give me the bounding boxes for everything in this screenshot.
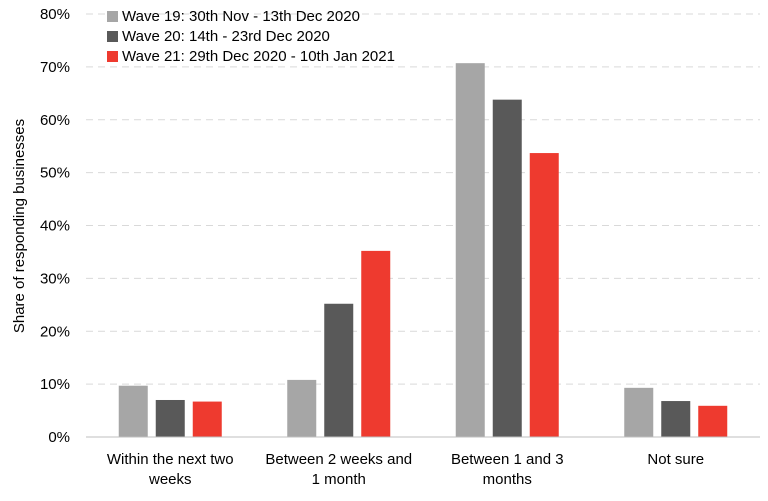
legend: Wave 19: 30th Nov - 13th Dec 2020 Wave 20… — [107, 8, 395, 65]
y-axis-title: Share of responding businesses — [11, 119, 28, 333]
y-tick-label: 40% — [40, 218, 70, 235]
bar — [455, 63, 485, 438]
legend-swatch — [107, 51, 118, 62]
x-tick-label: Within the next two — [107, 451, 234, 468]
y-tick-label: 0% — [48, 429, 70, 446]
bars — [118, 63, 728, 438]
legend-swatch — [107, 11, 118, 22]
bar — [698, 405, 728, 437]
bar — [324, 303, 354, 437]
legend-label: Wave 21: 29th Dec 2020 - 10th Jan 2021 — [122, 48, 395, 65]
x-tick-label: Not sure — [647, 451, 704, 468]
y-tick-label: 30% — [40, 270, 70, 287]
legend-label: Wave 19: 30th Nov - 13th Dec 2020 — [122, 8, 360, 25]
y-tick-label: 10% — [40, 376, 70, 393]
bar — [192, 401, 222, 437]
bar — [155, 399, 185, 437]
legend-swatch — [107, 31, 118, 42]
y-tick-label: 20% — [40, 323, 70, 340]
x-tick-label: Between 1 and 3 — [451, 451, 564, 468]
x-tick-label: Between 2 weeks and — [265, 451, 412, 468]
bar — [529, 153, 559, 437]
gridlines — [86, 13, 760, 385]
bar — [661, 401, 691, 437]
bar — [287, 379, 317, 437]
bar — [624, 387, 654, 437]
x-tick-label: weeks — [148, 471, 192, 488]
y-tick-label: 70% — [40, 59, 70, 76]
x-tick-label: 1 month — [312, 471, 366, 488]
bar — [492, 99, 522, 437]
y-tick-label: 60% — [40, 112, 70, 129]
legend-label: Wave 20: 14th - 23rd Dec 2020 — [122, 28, 330, 45]
bar — [361, 250, 391, 437]
axes: 0% 10% 20% 30% 40% 50% 60% 70% 80% Within the nex… — [40, 6, 760, 488]
y-tick-label: 50% — [40, 165, 70, 182]
x-tick-label: months — [483, 471, 532, 488]
y-tick-label: 80% — [40, 6, 70, 23]
bar — [118, 385, 148, 437]
